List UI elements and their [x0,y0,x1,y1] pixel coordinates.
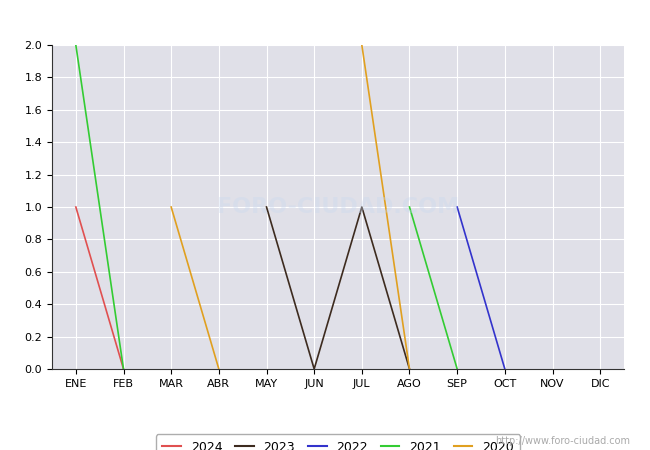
Text: Matriculaciones de Vehiculos en Adanero: Matriculaciones de Vehiculos en Adanero [168,8,482,23]
Text: FORO-CIUDAD.COM: FORO-CIUDAD.COM [217,197,459,217]
Legend: 2024, 2023, 2022, 2021, 2020: 2024, 2023, 2022, 2021, 2020 [156,434,520,450]
Text: http://www.foro-ciudad.com: http://www.foro-ciudad.com [495,436,630,446]
